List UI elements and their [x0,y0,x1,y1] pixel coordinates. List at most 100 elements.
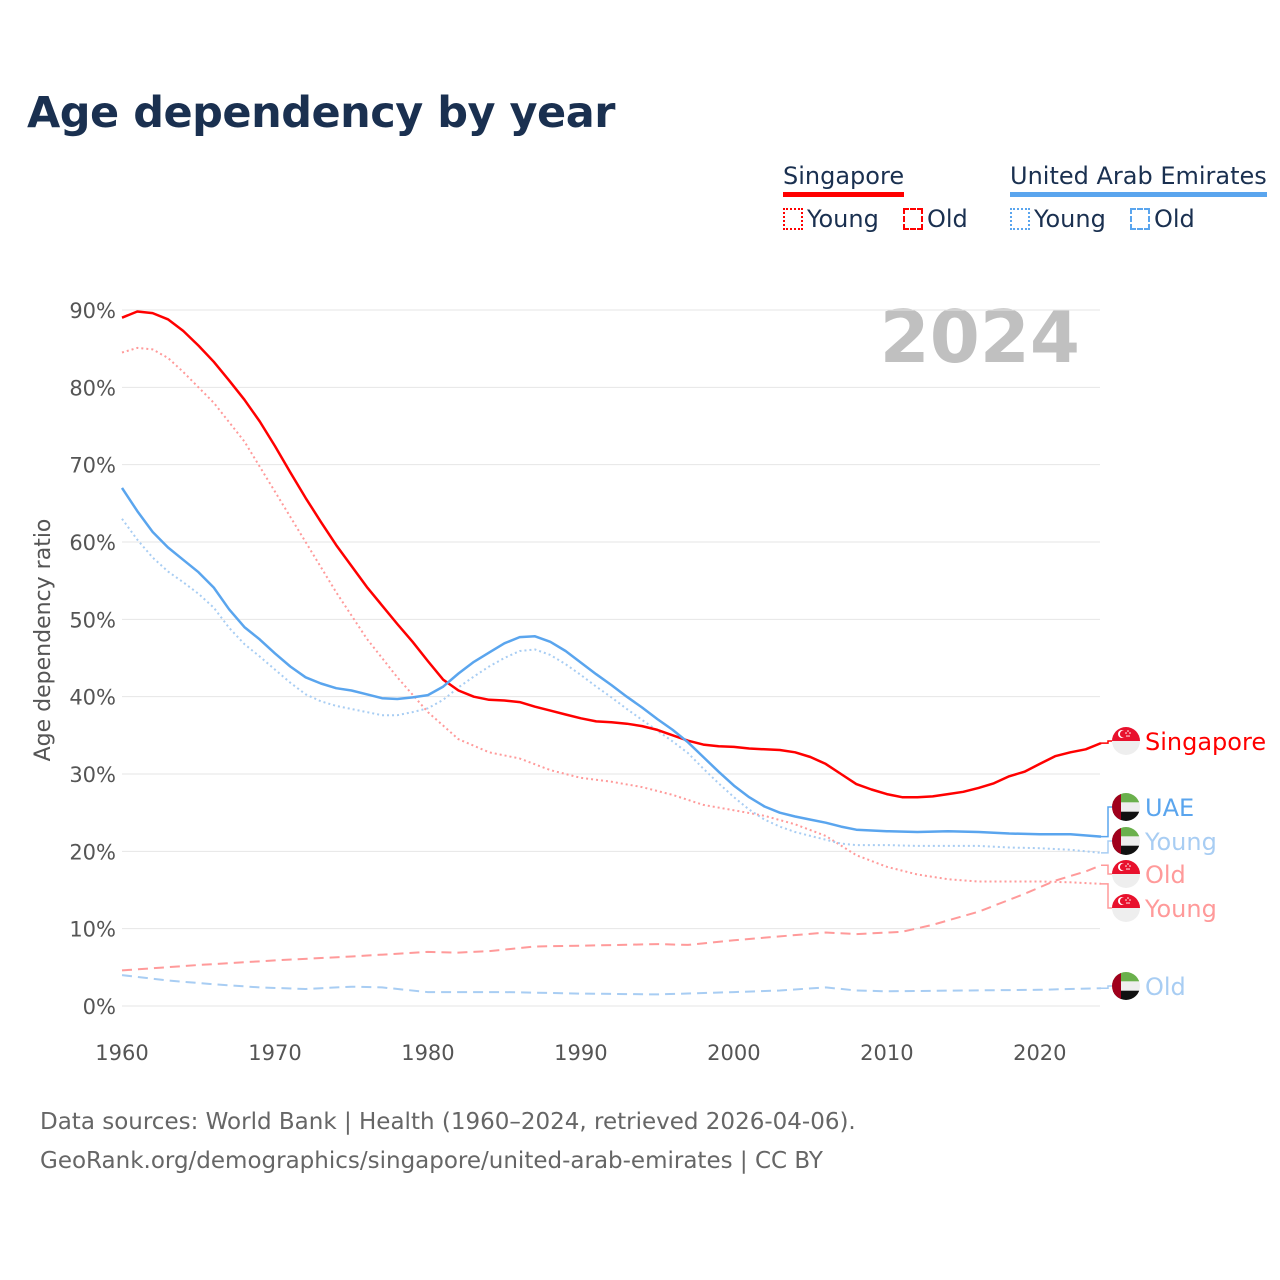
y-tick-label: 50% [69,608,116,632]
label-connector [1101,985,1112,989]
x-tick-label: 2010 [860,1041,913,1065]
star [1126,902,1128,904]
star [1125,732,1127,734]
crescent-cut [1119,863,1128,871]
flag-white [1112,802,1140,812]
dashed-swatch-icon [1130,208,1150,230]
flag-clip [1112,860,1140,888]
singapore-flag-icon [1112,860,1140,888]
flag-clip [1112,727,1140,755]
flag-black [1112,811,1140,821]
series-end-label: Young [1144,828,1217,856]
series-line-singapore-old [121,864,1102,972]
star [1129,899,1131,901]
flag-white [1112,836,1140,846]
legend-label: Young [1034,205,1106,233]
legend-singapore-young[interactable]: Young [783,205,879,233]
x-tick-label: 1980 [401,1041,454,1065]
series-end-label: Old [1145,861,1186,889]
flag-white [1112,981,1140,991]
y-tick-label: 40% [69,686,116,710]
star [1125,899,1127,901]
series-line-united-arab-emirates [120,487,1102,838]
star [1125,865,1127,867]
footer-link[interactable]: GeoRank.org/demographics/singapore/unite… [40,1148,823,1174]
series-end-label: Singapore [1145,728,1266,756]
dashed-swatch-icon [903,208,923,230]
flag-black [1112,990,1140,1000]
year-display: 2024 [880,295,1080,379]
y-tick-label: 60% [69,531,116,555]
legend-singapore-old[interactable]: Old [903,205,968,233]
legend-singapore[interactable]: Singapore [783,162,905,197]
uae-flag-icon [1112,793,1140,821]
legend-label: Old [927,205,968,233]
series-end-label: Young [1144,895,1217,923]
y-tick-label: 0% [83,995,116,1019]
flag-white [1112,874,1140,888]
x-tick-label: 2020 [1013,1041,1066,1065]
legend-label: Old [1154,205,1195,233]
flag-red [1112,827,1121,855]
star [1127,897,1129,899]
flag-green [1112,972,1140,982]
series-line-united-arab-emirates-young [121,518,1102,854]
flag-white [1112,908,1140,922]
dotted-swatch-icon [783,208,803,230]
y-tick-label: 70% [69,454,116,478]
series-line-singapore-young [121,346,1102,885]
x-tick-label: 1990 [554,1041,607,1065]
y-tick-label: 90% [69,299,116,323]
star [1128,868,1130,870]
flag-green [1112,827,1140,837]
star [1127,863,1129,865]
flag-red [1112,793,1121,821]
label-connector [1101,840,1112,854]
label-connector [1101,883,1112,909]
flag-red [1112,972,1121,1000]
star [1128,735,1130,737]
footer-sources: Data sources: World Bank | Health (1960–… [40,1109,856,1135]
series-line-singapore [121,310,1102,799]
flag-white [1112,741,1140,755]
y-tick-label: 80% [69,376,116,400]
legend-uae[interactable]: United Arab Emirates [1010,162,1267,197]
legend-uae-young[interactable]: Young [1010,205,1106,233]
star [1126,868,1128,870]
singapore-flag-icon [1112,894,1140,922]
uae-flag-icon [1112,972,1140,1000]
uae-flag-icon [1112,827,1140,855]
page-title: Age dependency by year [27,88,615,138]
crescent-cut [1119,897,1128,905]
legend-label: Young [807,205,879,233]
flag-black [1112,845,1140,855]
star [1126,735,1128,737]
star [1129,732,1131,734]
legend-uae-old[interactable]: Old [1130,205,1195,233]
flag-clip [1112,793,1140,821]
series-end-label: Old [1145,973,1186,1001]
y-axis-label: Age dependency ratio [31,519,56,762]
star [1127,730,1129,732]
y-tick-label: 10% [69,918,116,942]
series-line-united-arab-emirates-old [121,974,1102,996]
flag-clip [1112,827,1140,855]
series-end-label: UAE [1145,794,1194,822]
x-tick-label: 1970 [248,1041,301,1065]
y-tick-label: 30% [69,763,116,787]
label-connector [1101,806,1112,838]
flag-clip [1112,972,1140,1000]
label-connector [1101,740,1112,744]
label-connector [1101,864,1112,875]
y-tick-label: 20% [69,840,116,864]
flag-green [1112,793,1140,803]
star [1129,865,1131,867]
flag-clip [1112,894,1140,922]
x-tick-label: 1960 [95,1041,148,1065]
star [1128,902,1130,904]
dotted-swatch-icon [1010,208,1030,230]
crescent-cut [1119,730,1128,738]
singapore-flag-icon [1112,727,1140,755]
